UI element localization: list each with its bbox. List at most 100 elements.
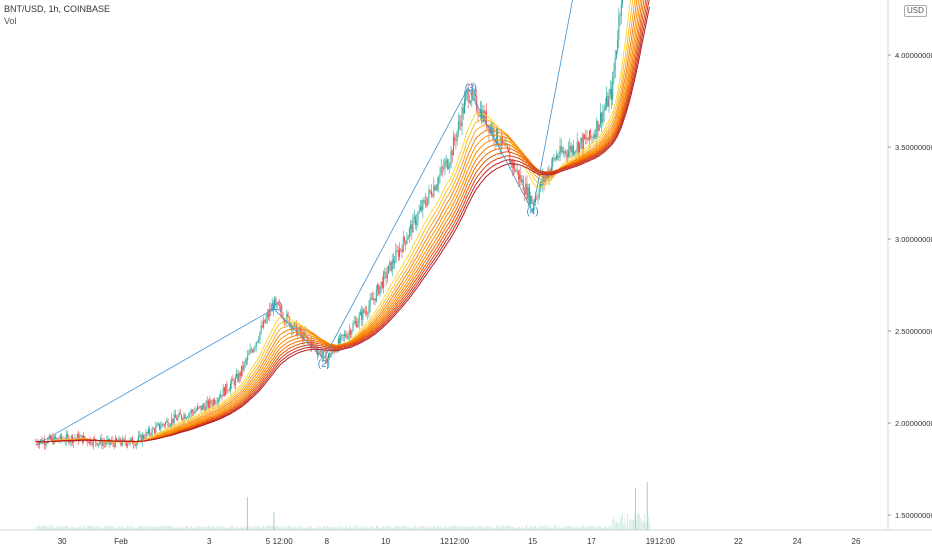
candle-body	[209, 399, 211, 408]
candle-body	[423, 199, 425, 201]
volume-bar	[389, 528, 391, 530]
volume-bar	[307, 527, 309, 530]
candle-body	[434, 185, 436, 191]
candle-body	[356, 321, 358, 328]
candle-body	[343, 334, 345, 336]
volume-bar	[73, 526, 75, 530]
volume-bar	[61, 525, 62, 530]
volume-bar	[571, 526, 573, 530]
candle-body	[261, 325, 263, 328]
symbol-title: BNT/USD, 1h, COINBASE	[4, 4, 111, 14]
candle-body	[101, 438, 103, 446]
candle-body	[92, 438, 94, 446]
volume-bar	[146, 528, 148, 530]
candle-body	[221, 394, 223, 397]
volume-bar	[372, 527, 374, 530]
volume-bar	[46, 526, 48, 530]
candle-body	[287, 313, 289, 317]
candle-body	[275, 298, 277, 303]
candle-body	[516, 170, 518, 172]
volume-bar	[39, 525, 40, 530]
candle-body	[316, 351, 318, 355]
volume-bar	[509, 525, 511, 530]
volume-bar	[461, 525, 463, 530]
volume-bar	[157, 527, 159, 530]
volume-bar	[601, 527, 603, 530]
candle-body	[309, 340, 311, 348]
volume-bar	[301, 527, 302, 530]
volume-bar	[184, 525, 186, 530]
candle-body	[236, 373, 238, 378]
candle-body	[116, 438, 118, 441]
volume-bar	[435, 527, 437, 530]
volume-bar	[649, 522, 650, 530]
candle-body	[54, 436, 56, 439]
candle-body	[242, 365, 244, 371]
volume-bar	[379, 527, 381, 530]
volume-bar	[270, 525, 272, 530]
candle-body	[182, 418, 184, 421]
volume-bar	[102, 528, 104, 530]
volume-bar	[348, 526, 350, 530]
volume-bar	[489, 527, 491, 530]
candle-body	[472, 89, 474, 96]
volume-bar	[113, 525, 115, 530]
volume-bar	[248, 526, 250, 530]
candle-body	[563, 151, 565, 154]
volume-bar	[133, 526, 135, 530]
x-tick-label: 22	[734, 537, 743, 546]
candle-body	[443, 168, 445, 169]
volume-bar	[167, 526, 169, 530]
candle-body	[216, 402, 218, 403]
candle-body	[441, 167, 443, 169]
volume-bar	[111, 526, 113, 530]
volume-bar	[292, 528, 294, 530]
volume-bar	[442, 528, 443, 530]
volume-bar	[600, 526, 601, 530]
volume-bar	[634, 513, 636, 530]
candle-body	[610, 88, 612, 100]
volume-bar	[168, 525, 170, 530]
volume-bar	[132, 527, 133, 530]
candle-body	[206, 400, 208, 404]
candle-body	[555, 155, 557, 160]
volume-bar	[378, 527, 380, 530]
candle-body	[372, 298, 374, 301]
volume-bar	[380, 528, 382, 530]
volume-bar	[438, 525, 440, 530]
volume-bar	[574, 527, 576, 530]
volume-bar	[642, 521, 644, 530]
candle-body	[144, 438, 146, 440]
candle-body	[46, 443, 48, 445]
candle-body	[390, 261, 392, 272]
volume-bar	[230, 527, 231, 530]
candle-body	[350, 330, 352, 335]
candle-body	[201, 405, 203, 411]
candle-body	[538, 189, 540, 198]
volume-bar	[455, 526, 457, 530]
volume-bar	[428, 527, 430, 530]
candle-body	[435, 186, 437, 191]
volume-bar	[200, 527, 202, 530]
currency-button[interactable]: USD	[904, 5, 927, 17]
volume-bar	[220, 525, 222, 530]
candle-body	[588, 130, 590, 141]
volume-bar	[255, 526, 257, 530]
volume-bar	[199, 527, 201, 530]
candle-body	[396, 250, 398, 252]
ema-line	[35, 0, 638, 443]
candle-body	[411, 224, 413, 233]
candle-body	[481, 109, 483, 122]
volume-bar	[163, 527, 165, 530]
volume-bar	[37, 526, 39, 530]
candle-body	[427, 197, 429, 206]
volume-bar	[211, 526, 213, 530]
candle-body	[190, 410, 192, 413]
candle-body	[305, 336, 307, 337]
volume-bar	[68, 527, 70, 530]
volume-bar	[290, 526, 291, 530]
volume-bar	[614, 522, 616, 530]
candle-body	[505, 144, 507, 146]
candle-body	[416, 221, 418, 226]
